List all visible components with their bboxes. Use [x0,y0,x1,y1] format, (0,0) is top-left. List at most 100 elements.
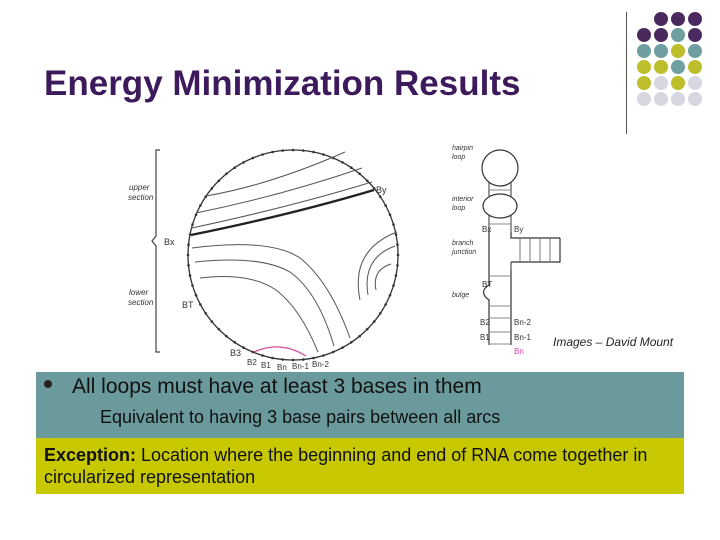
label-bn: Bn [277,363,287,372]
label-interior-2: loop [452,205,465,212]
base-tick [261,153,264,156]
base-tick [365,327,369,331]
base-tick [210,320,214,323]
decorative-dot [688,76,702,90]
label-lower-1: lower [129,288,148,297]
base-tick [392,284,395,287]
label-bn1: Bn-1 [292,362,309,371]
base-tick [379,312,382,315]
base-tick [261,354,264,357]
exception-band [36,438,684,494]
bullet-dot [44,380,52,388]
label-bx-right: Bx [482,225,491,234]
base-tick [194,213,198,217]
base-tick [331,350,335,354]
label-branch-2: junction [451,249,476,256]
label-hairpin-2: loop [452,154,465,161]
decorative-dot [654,60,668,74]
base-tick [312,150,315,154]
decorative-dot [654,28,668,42]
base-tick [187,264,190,267]
label-b3: B3 [230,348,241,358]
decorative-dot [688,12,702,26]
base-tick [242,346,245,349]
base-tick [396,264,399,267]
decorative-dot [637,28,651,42]
label-bn2-right: Bn-2 [514,318,531,327]
exception-label: Exception: [44,445,137,465]
base-tick [291,148,295,152]
label-bulge: bulge [452,292,469,299]
slide-title: Energy Minimization Results [44,64,521,103]
decorative-dot [654,76,668,90]
image-credit: Images – David Mount [553,335,674,349]
label-bn2: Bn-2 [312,360,329,369]
base-tick [188,233,192,236]
label-interior-1: interior [452,196,474,203]
base-tick [341,346,344,349]
base-tick [358,334,361,338]
base-tick [365,179,369,183]
decorative-dot [671,60,685,74]
decorative-dot [688,60,702,74]
base-tick [233,166,236,169]
base-tick [225,334,228,338]
decorative-dot [671,76,685,90]
label-bn-right: Bn [514,347,524,356]
base-tick [191,284,194,287]
base-tick [372,320,376,323]
base-tick [396,253,400,257]
bullet-main-text: All loops must have at least 3 bases in … [72,375,482,398]
decorative-dot [688,28,702,42]
exception-text-block: Exception: Location where the beginning … [44,444,664,488]
base-tick [271,356,274,360]
base-tick [392,223,395,226]
base-tick [210,187,214,190]
label-b1-right: B1 [480,333,490,342]
label-b2: B2 [247,358,257,367]
base-tick [233,341,236,344]
decorative-dot [671,92,685,106]
decorative-dot [688,44,702,58]
base-tick [322,153,325,156]
label-bx-left: Bx [164,237,175,247]
decorative-dot [654,44,668,58]
label-by-right: By [514,225,523,234]
base-tick [394,233,398,236]
base-tick [302,358,305,361]
bullet-band [36,372,684,438]
right-secondary-structure-figure: hairpin loop interior loop branch juncti… [451,145,561,356]
decorative-dot [654,92,668,106]
base-tick [341,161,344,164]
base-tick [188,274,192,277]
base-tick [384,303,387,306]
label-bt-right: BT [482,280,492,289]
base-tick [251,350,255,354]
base-tick [199,303,202,306]
decorative-dot [671,44,685,58]
label-hairpin-1: hairpin [452,145,473,152]
label-lower-2: section [128,298,154,307]
label-upper-2: section [128,193,154,202]
base-tick [225,172,228,176]
base-tick [396,243,399,246]
base-tick [204,312,207,315]
decorative-dot [654,12,668,26]
label-b2-right: B2 [480,318,490,327]
base-tick [217,179,221,183]
base-tick [186,253,190,257]
base-tick [312,356,315,360]
label-upper-1: upper [129,183,150,192]
base-tick [217,327,221,331]
label-bt-left: BT [182,300,194,310]
base-tick [191,223,194,226]
base-tick [379,195,382,198]
label-by-left: By [376,185,387,195]
title-divider-line [626,12,627,134]
left-circle-figure: upper section Bx lower section BT By B3 … [128,148,400,372]
base-tick [394,274,398,277]
label-bn1-right: Bn-1 [514,333,531,342]
base-tick [271,150,274,154]
